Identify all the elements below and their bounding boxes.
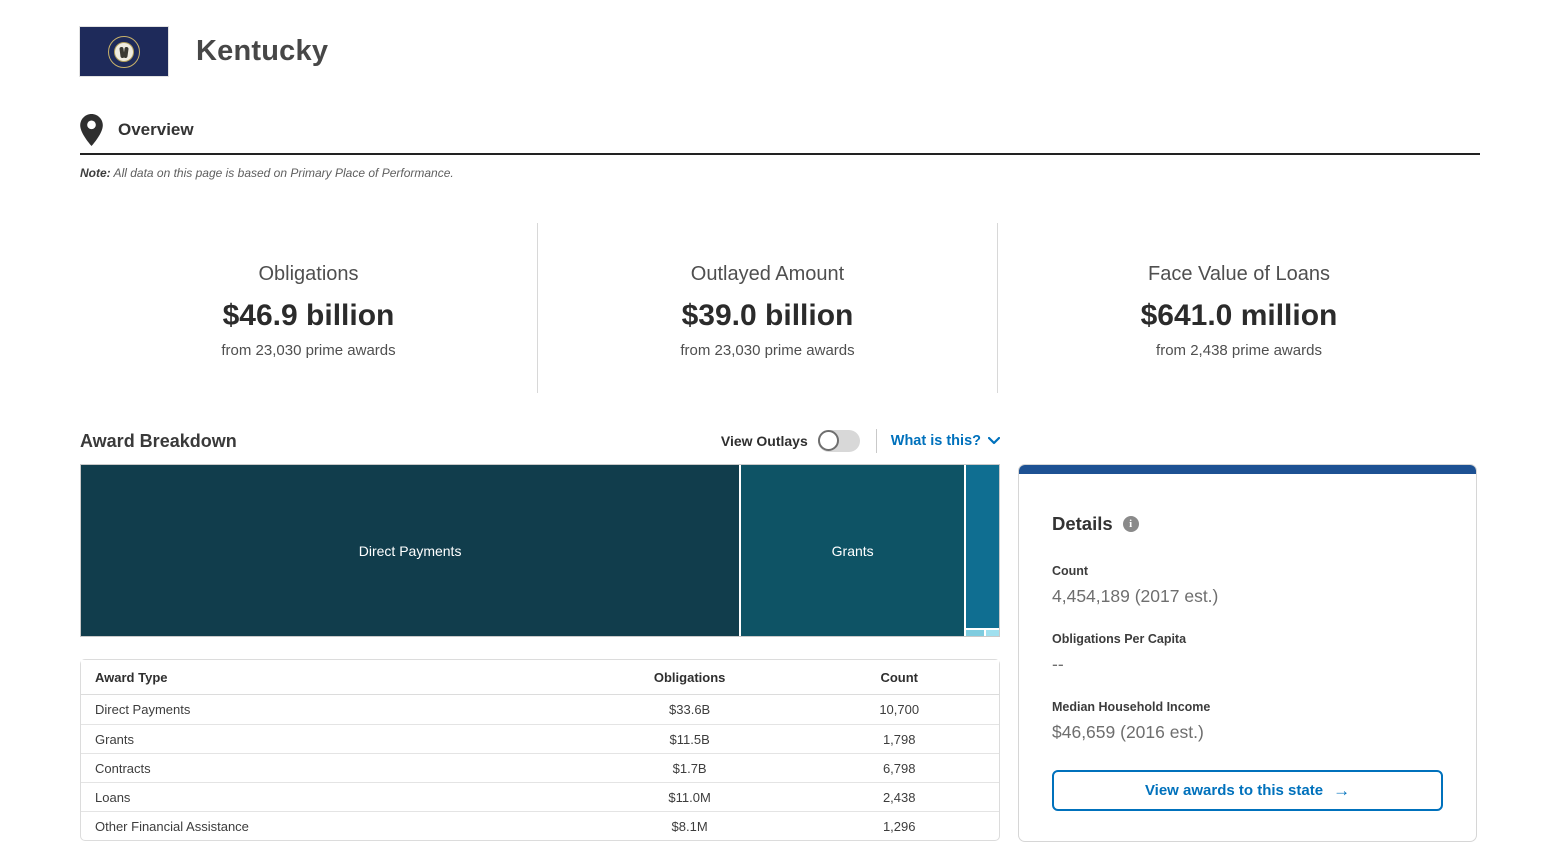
- stat-value: $641.0 million: [1140, 299, 1338, 332]
- arrow-right-icon: →: [1333, 780, 1351, 800]
- cell-award-type: Loans: [81, 782, 580, 811]
- table-header-row: Award Type Obligations Count: [81, 660, 999, 695]
- stat-face-value-of-loans: Face Value of Loans $641.0 million from …: [997, 223, 1480, 393]
- treemap-cell-contracts[interactable]: [964, 465, 999, 636]
- treemap-label: Grants: [831, 542, 874, 559]
- field-value-count: 4,454,189 (2017 est.): [1052, 586, 1219, 606]
- treemap-and-table: Direct Payments Grants Award Typ: [80, 464, 1000, 841]
- details-title-row: Details i: [1052, 513, 1443, 535]
- cell-obligations: $1.7B: [579, 753, 800, 782]
- cell-award-type: Contracts: [81, 753, 580, 782]
- field-label-median-household-income: Median Household Income: [1052, 700, 1211, 714]
- cell-count: 1,798: [799, 724, 999, 753]
- state-header: Kentucky: [80, 27, 1480, 76]
- stat-value: $39.0 billion: [681, 299, 854, 332]
- view-outlays-label: View Outlays: [720, 433, 808, 449]
- stat-obligations: Obligations $46.9 billion from 23,030 pr…: [80, 223, 537, 393]
- details-title: Details: [1052, 513, 1113, 534]
- controls-divider: [875, 429, 877, 453]
- cell-count: 6,798: [799, 753, 999, 782]
- column-header-award-type: Award Type: [81, 660, 580, 695]
- column-header-count: Count: [799, 660, 999, 695]
- treemap-label: Direct Payments: [358, 542, 462, 559]
- seal-figures: [114, 41, 134, 62]
- table-row: Loans $11.0M 2,438: [81, 782, 999, 811]
- treemap-cell-direct-payments[interactable]: Direct Payments: [81, 465, 740, 636]
- cell-award-type: Direct Payments: [95, 702, 191, 717]
- details-card: Details i Count 4,454,189 (2017 est.) Ob…: [1018, 464, 1477, 842]
- field-label-obligations-per-capita: Obligations Per Capita: [1052, 632, 1187, 646]
- table-row: Direct Payments $33.6B 10,700: [81, 695, 999, 724]
- treemap-contracts-area[interactable]: [966, 465, 999, 628]
- section-divider: [80, 153, 1480, 155]
- what-is-this-link[interactable]: What is this?: [891, 433, 1000, 449]
- column-header-obligations: Obligations: [579, 660, 800, 695]
- cell-count: 1,296: [799, 811, 999, 840]
- table-row: Grants $11.5B 1,798: [81, 724, 999, 753]
- treemap-cell-other-financial-assistance[interactable]: [984, 630, 999, 636]
- award-breakdown-treemap: Direct Payments Grants: [80, 464, 1000, 637]
- stat-label: Obligations: [258, 263, 359, 285]
- stat-outlayed-amount: Outlayed Amount $39.0 billion from 23,03…: [537, 223, 997, 393]
- treemap-cell-loans[interactable]: [966, 630, 985, 636]
- cell-obligations: $11.0M: [579, 782, 800, 811]
- view-awards-button-label[interactable]: View awards to this state: [1144, 782, 1324, 799]
- field-value-median-household-income: $46,659 (2016 est.): [1052, 722, 1204, 742]
- note-label: Note:: [80, 166, 111, 180]
- award-breakdown-header: Award Breakdown View Outlays What is thi…: [80, 426, 1000, 456]
- field-value-obligations-per-capita: --: [1052, 654, 1064, 674]
- overview-section-header: Overview: [80, 113, 1480, 147]
- chevron-down-icon: [988, 437, 1000, 445]
- award-breakdown-table: Award Type Obligations Count Direct Paym…: [80, 659, 1000, 841]
- field-label-count: Count: [1052, 564, 1089, 578]
- state-profile-page: Kentucky Overview Note: All data on this…: [0, 27, 1563, 842]
- cell-obligations: $8.1M: [579, 811, 800, 840]
- view-outlays-toggle[interactable]: [817, 430, 860, 452]
- page-title: Kentucky: [196, 35, 329, 67]
- what-is-this-label[interactable]: What is this?: [890, 433, 981, 449]
- kentucky-state-seal: [108, 35, 140, 68]
- award-breakdown-controls: View Outlays What is this?: [721, 429, 1000, 453]
- cell-award-type: Other Financial Assistance: [81, 811, 580, 840]
- award-breakdown-content: Direct Payments Grants Award Typ: [80, 464, 1480, 842]
- note-text: All data on this page is based on Primar…: [110, 166, 454, 180]
- map-pin-icon: [80, 114, 103, 146]
- details-card-body: Details i Count 4,454,189 (2017 est.) Ob…: [1019, 513, 1476, 811]
- card-accent-bar: [1019, 465, 1476, 474]
- cell-count: 2,438: [799, 782, 999, 811]
- cell-award-type: Grants: [81, 724, 580, 753]
- toggle-knob[interactable]: [817, 430, 839, 451]
- treemap-cell-grants[interactable]: Grants: [739, 465, 965, 636]
- data-note: Note: All data on this page is based on …: [80, 166, 1480, 180]
- table-row: Contracts $1.7B 6,798: [81, 753, 999, 782]
- stat-label: Face Value of Loans: [1148, 263, 1330, 285]
- stat-subtext: from 2,438 prime awards: [1156, 342, 1322, 359]
- cell-count: 10,700: [879, 702, 920, 717]
- stat-subtext: from 23,030 prime awards: [221, 342, 396, 359]
- summary-stats: Obligations $46.9 billion from 23,030 pr…: [80, 223, 1480, 393]
- cell-obligations: $33.6B: [669, 702, 711, 717]
- table-row: Other Financial Assistance $8.1M 1,296: [81, 811, 999, 840]
- kentucky-flag: [80, 27, 168, 76]
- award-breakdown-title: Award Breakdown: [80, 430, 237, 451]
- treemap-mini-cells: [966, 628, 999, 636]
- cell-obligations: $11.5B: [579, 724, 800, 753]
- view-awards-button[interactable]: View awards to this state →: [1052, 770, 1443, 811]
- stat-subtext: from 23,030 prime awards: [680, 342, 855, 359]
- info-icon[interactable]: i: [1122, 516, 1139, 532]
- stat-value: $46.9 billion: [222, 299, 395, 332]
- stat-label: Outlayed Amount: [690, 263, 845, 285]
- overview-heading: Overview: [118, 120, 194, 139]
